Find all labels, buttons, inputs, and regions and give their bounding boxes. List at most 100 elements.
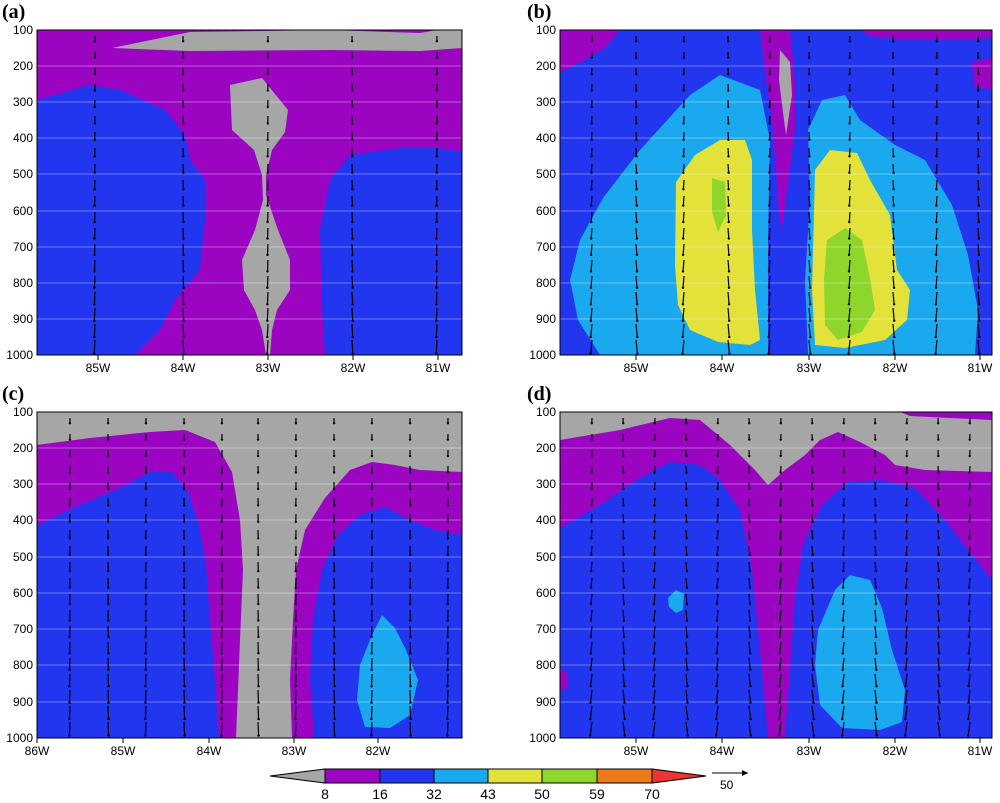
wind-vector	[727, 259, 730, 272]
wind-vector-head	[875, 668, 878, 671]
wind-vector-head	[977, 188, 980, 191]
wind-vector-head	[808, 270, 812, 273]
wind-vector-head	[107, 520, 110, 523]
wind-vector-head	[182, 438, 186, 441]
wind-vector	[93, 275, 96, 288]
wind-vector	[967, 721, 971, 736]
wind-vector-head	[847, 319, 850, 322]
wind-vector	[848, 227, 851, 239]
wind-vector-head	[811, 553, 814, 556]
panel-d-xtick: 83W	[797, 744, 822, 758]
panel-a-xtick: 81W	[426, 361, 451, 375]
wind-vector-head	[768, 40, 771, 43]
wind-vector-head	[435, 188, 438, 191]
wind-vector-head	[181, 72, 185, 76]
wind-vector-head	[905, 504, 908, 507]
wind-vector-head	[435, 253, 438, 257]
wind-vector-head	[144, 504, 147, 507]
wind-vector	[808, 259, 811, 272]
wind-vector-head	[874, 569, 877, 573]
wind-vector	[937, 721, 941, 736]
wind-vector	[716, 561, 719, 572]
wind-vector-head	[893, 319, 896, 322]
colorbar-segment	[379, 768, 435, 784]
wind-vector	[842, 641, 845, 654]
panel-b-xtick: 85W	[624, 361, 649, 375]
wind-vector	[716, 529, 719, 539]
wind-vector	[808, 291, 811, 305]
wind-vector	[905, 625, 908, 637]
wind-vector-head	[446, 520, 449, 523]
wind-vector	[937, 593, 940, 605]
wind-vector-head	[779, 454, 782, 458]
wind-vector	[333, 721, 336, 736]
wind-vector	[653, 513, 656, 522]
panel-c-xticks: 86W 85W 84W 83W 82W	[25, 738, 391, 758]
wind-vector-head	[294, 635, 297, 639]
wind-vector	[904, 689, 908, 703]
wind-vector	[727, 291, 730, 305]
wind-vector	[811, 545, 814, 555]
wind-vector-head	[182, 352, 185, 355]
wind-vector-head	[727, 303, 731, 306]
panel-a-xtick: 82W	[341, 361, 366, 375]
wind-vector-head	[938, 701, 941, 704]
wind-vector	[768, 323, 771, 338]
wind-vector-head	[686, 685, 689, 688]
wind-vector-head	[748, 438, 751, 441]
wind-vector-head	[106, 438, 110, 441]
wind-vector	[779, 625, 782, 637]
wind-vector	[935, 339, 938, 354]
wind-vector	[977, 275, 980, 288]
wind-vector-head	[294, 520, 297, 523]
wind-vector-head	[68, 586, 71, 589]
wind-vector-head	[68, 422, 72, 425]
panel-b-ytick: 100	[536, 23, 556, 37]
wind-vector-head	[266, 286, 269, 289]
wind-vector	[653, 593, 656, 605]
wind-vector-head	[590, 553, 593, 556]
wind-vector-head	[68, 537, 72, 540]
wind-vector-head	[938, 685, 941, 688]
wind-vector-head	[685, 454, 688, 458]
wind-vector-head	[811, 602, 815, 606]
wind-vector-head	[685, 602, 689, 606]
wind-vector-head	[590, 438, 593, 441]
wind-vector-head	[635, 253, 639, 257]
wind-vector-head	[409, 668, 412, 671]
wind-vector-head	[767, 270, 771, 273]
wind-vector	[874, 561, 877, 572]
wind-vector	[848, 339, 851, 354]
wind-vector	[685, 513, 688, 522]
wind-vector-head	[68, 652, 71, 655]
wind-vector-head	[847, 253, 851, 257]
wind-vector-head	[181, 40, 185, 43]
wind-vector-head	[294, 438, 298, 441]
panel-d-label: (d)	[527, 383, 551, 405]
wind-vector-head	[183, 602, 186, 606]
wind-vector-head	[934, 335, 937, 339]
wind-vector-head	[905, 471, 908, 474]
wind-vector-head	[68, 487, 72, 491]
wind-vector-head	[685, 520, 688, 523]
wind-vector-head	[93, 40, 97, 43]
wind-vector	[977, 323, 980, 338]
panel-a-xtick: 84W	[171, 361, 196, 375]
panel-b-ytick: 900	[536, 312, 556, 326]
wind-vector-head	[685, 422, 688, 425]
wind-vector-head	[590, 188, 593, 191]
wind-vector	[779, 673, 782, 687]
wind-vector-head	[220, 734, 223, 737]
wind-vector	[848, 211, 851, 223]
wind-vector-head	[715, 685, 718, 688]
wind-vector	[220, 673, 223, 687]
panel-b-ytick: 300	[536, 95, 556, 109]
wind-vector-head	[589, 685, 592, 688]
wind-vector-head	[748, 602, 752, 606]
panel-c-ytick: 600	[13, 586, 33, 600]
wind-vector-head	[435, 204, 438, 207]
wind-vector-head	[266, 72, 270, 76]
wind-vector-head	[622, 602, 626, 606]
panel-c-xtick: 83W	[282, 744, 307, 758]
